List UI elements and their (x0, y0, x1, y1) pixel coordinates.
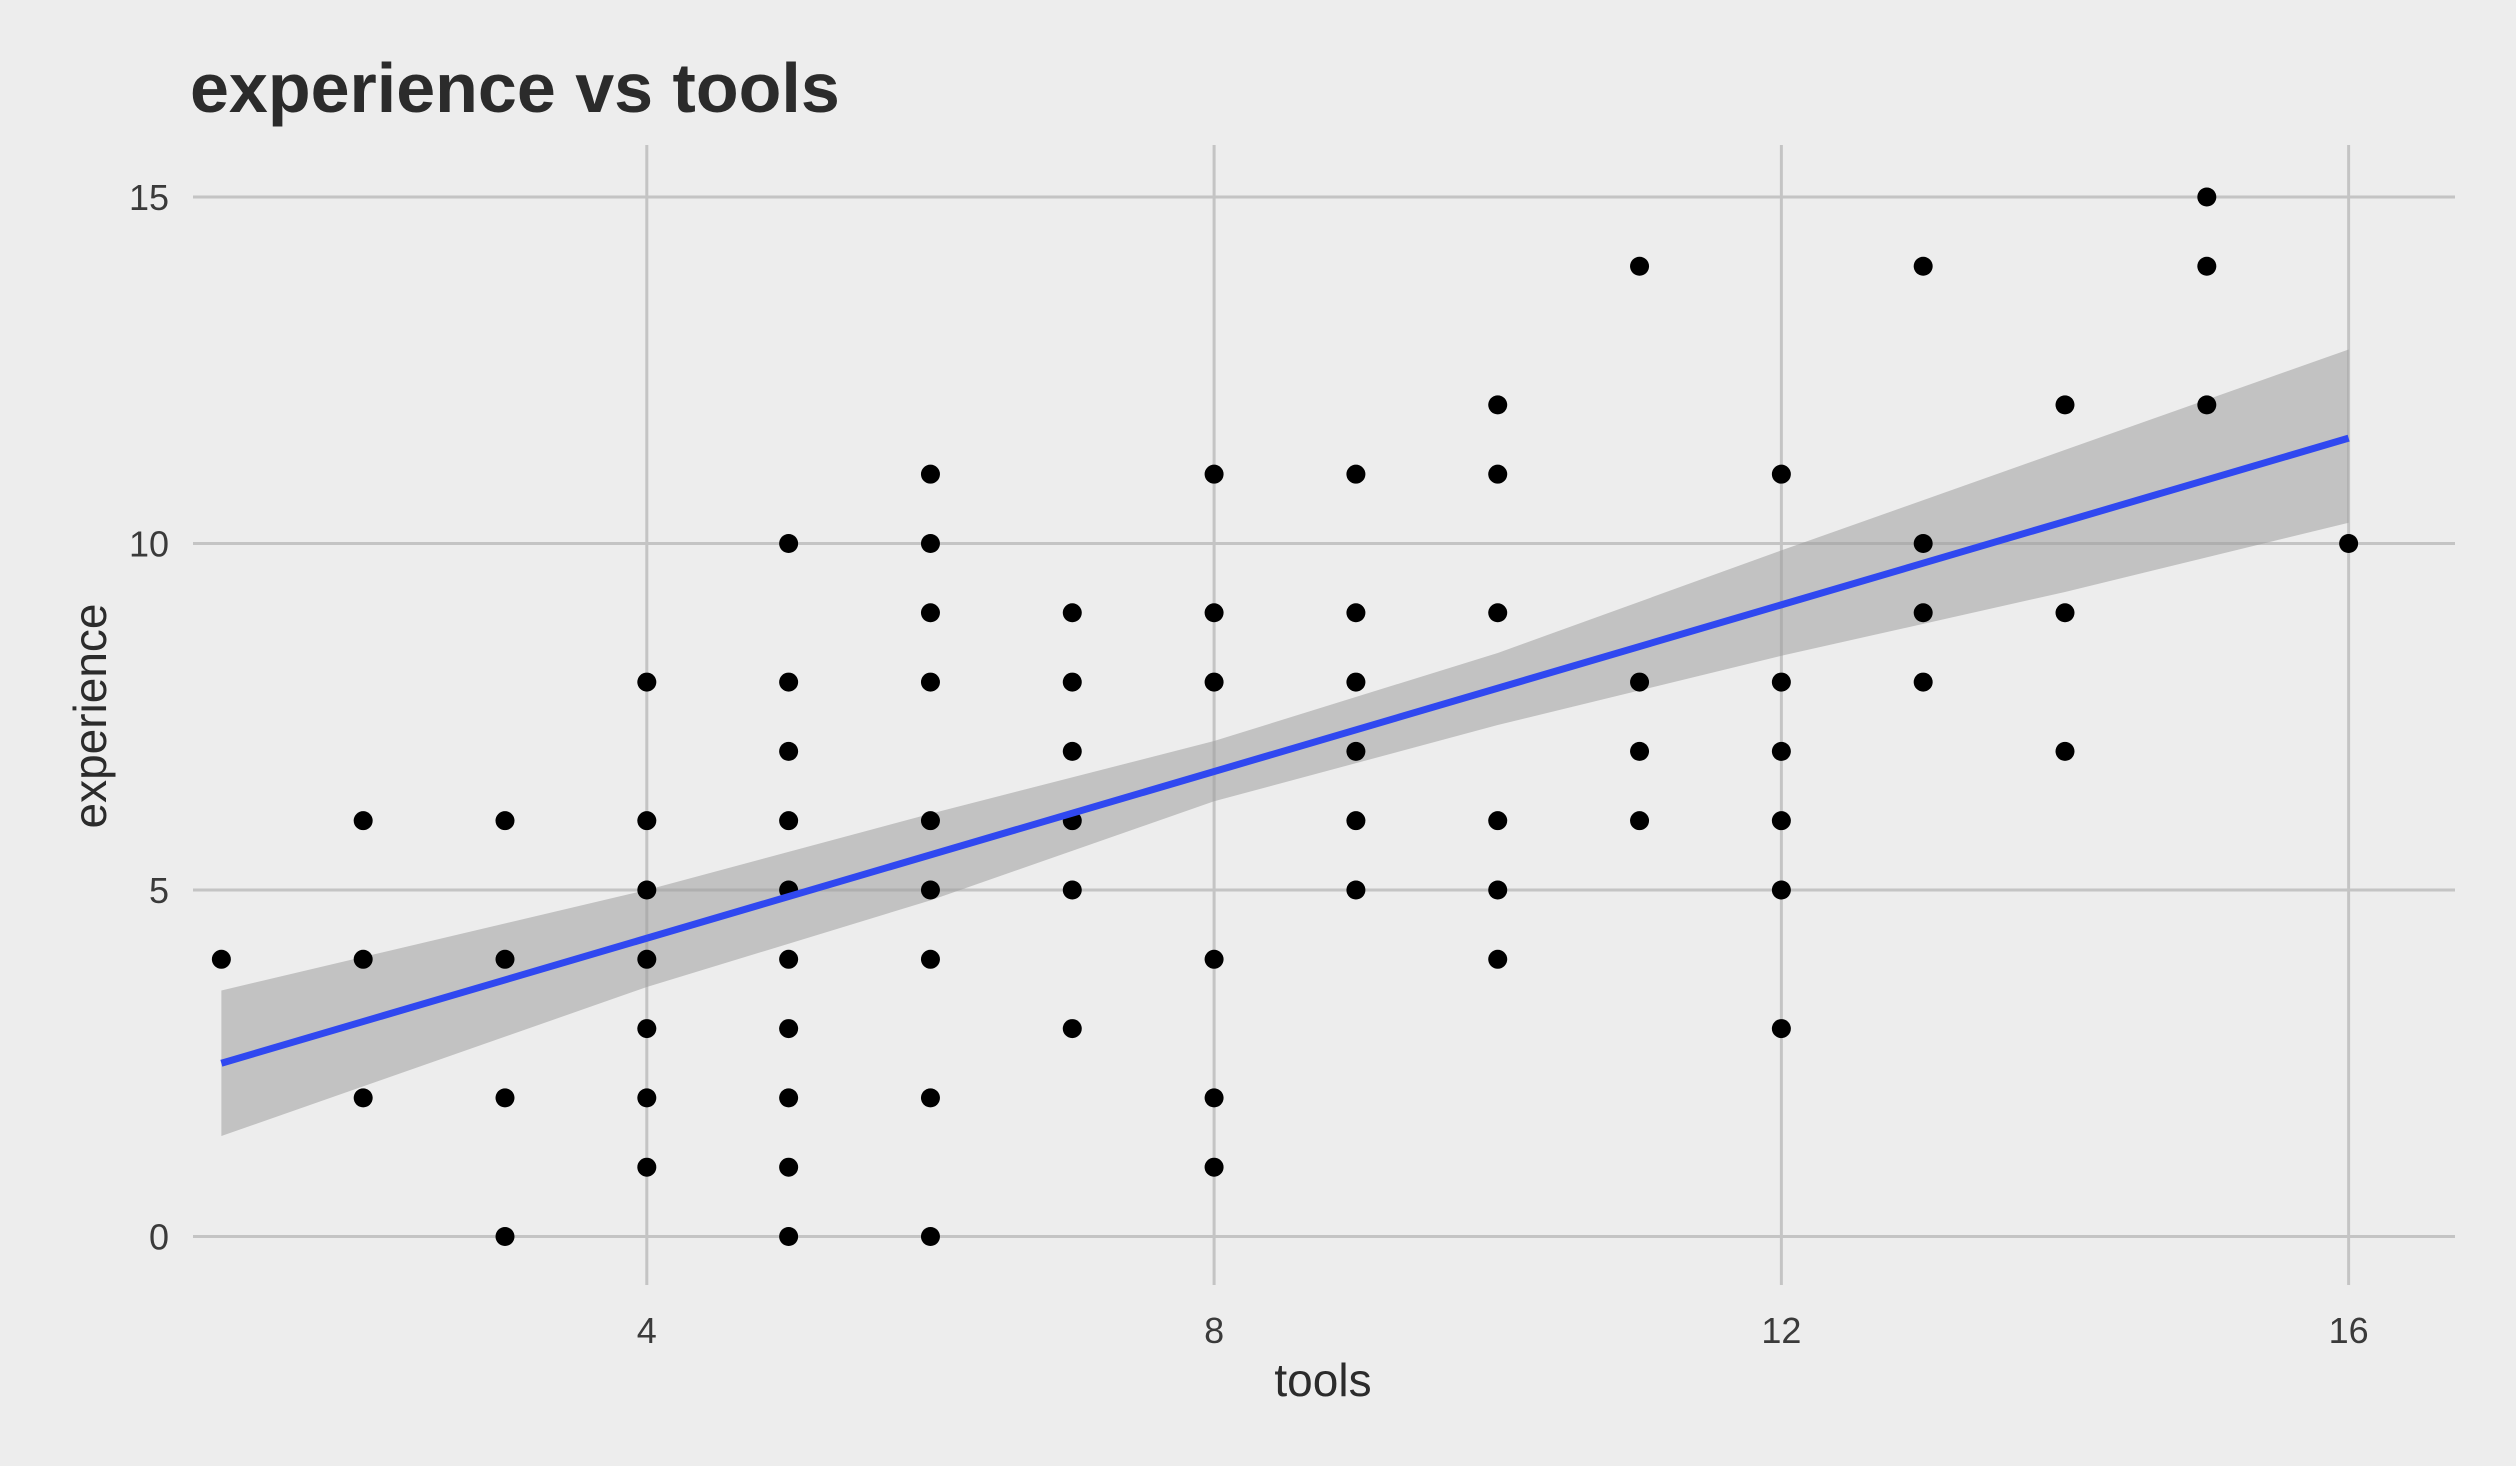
data-point (2055, 603, 2075, 623)
data-point (1771, 464, 1791, 484)
data-point (2055, 395, 2075, 415)
data-point (637, 811, 657, 831)
data-point (1771, 880, 1791, 900)
y-tick-label: 0 (149, 1216, 169, 1257)
data-point (1630, 672, 1650, 692)
data-point (637, 1088, 657, 1108)
x-tick-label: 16 (2329, 1310, 2369, 1351)
confidence-band (221, 349, 2349, 1137)
y-tick-label: 10 (129, 523, 169, 564)
data-point (353, 1088, 373, 1108)
data-point (1204, 949, 1224, 969)
data-point (779, 533, 799, 553)
data-point (211, 949, 231, 969)
x-axis-title: tools (1274, 1354, 1371, 1406)
data-point (353, 949, 373, 969)
data-point (1204, 1088, 1224, 1108)
data-point (637, 880, 657, 900)
data-point (1346, 811, 1366, 831)
data-point (495, 1226, 515, 1246)
data-point (1204, 1157, 1224, 1177)
data-point (1913, 533, 1933, 553)
data-point (920, 811, 940, 831)
regression-line (220, 434, 2350, 1067)
data-point (2055, 741, 2075, 761)
data-point (2197, 256, 2217, 276)
data-point (1062, 603, 1082, 623)
fit-line-layer (220, 434, 2350, 1067)
data-point (920, 464, 940, 484)
gridlines (193, 145, 2455, 1285)
data-point (1204, 672, 1224, 692)
data-point (1346, 880, 1366, 900)
chart-title: experience vs tools (190, 49, 840, 127)
data-point (1488, 880, 1508, 900)
data-point (779, 741, 799, 761)
data-point (1346, 741, 1366, 761)
points-layer (211, 187, 2359, 1246)
data-point (1488, 395, 1508, 415)
data-point (1630, 256, 1650, 276)
data-point (1062, 741, 1082, 761)
data-point (1488, 811, 1508, 831)
data-point (1204, 464, 1224, 484)
data-point (1346, 464, 1366, 484)
data-point (779, 1019, 799, 1039)
data-point (637, 949, 657, 969)
data-point (1630, 811, 1650, 831)
data-point (1771, 672, 1791, 692)
data-point (1771, 811, 1791, 831)
data-point (495, 811, 515, 831)
data-point (1346, 672, 1366, 692)
data-point (2197, 395, 2217, 415)
x-tick-label: 12 (1761, 1310, 1801, 1351)
y-axis-title: experience (64, 603, 116, 828)
data-point (1062, 1019, 1082, 1039)
data-point (920, 672, 940, 692)
data-point (779, 1157, 799, 1177)
data-point (637, 1157, 657, 1177)
data-point (1771, 1019, 1791, 1039)
data-point (1062, 672, 1082, 692)
data-point (920, 603, 940, 623)
data-point (495, 1088, 515, 1108)
data-point (1488, 603, 1508, 623)
data-point (1630, 741, 1650, 761)
data-point (920, 533, 940, 553)
data-point (637, 672, 657, 692)
data-point (1346, 603, 1366, 623)
data-point (920, 1088, 940, 1108)
data-point (1204, 603, 1224, 623)
data-point (1913, 603, 1933, 623)
data-point (779, 811, 799, 831)
data-point (495, 949, 515, 969)
data-point (1062, 880, 1082, 900)
y-tick-label: 5 (149, 870, 169, 911)
data-point (1488, 464, 1508, 484)
data-point (779, 949, 799, 969)
data-point (2339, 533, 2359, 553)
x-tick-label: 4 (637, 1310, 657, 1351)
data-point (1913, 256, 1933, 276)
data-point (920, 949, 940, 969)
x-tick-label: 8 (1204, 1310, 1224, 1351)
data-point (779, 1226, 799, 1246)
data-point (920, 880, 940, 900)
y-tick-label: 15 (129, 177, 169, 218)
data-point (779, 672, 799, 692)
data-point (1771, 741, 1791, 761)
data-point (779, 1088, 799, 1108)
data-point (353, 811, 373, 831)
data-point (920, 1226, 940, 1246)
data-point (637, 1019, 657, 1039)
confidence-band-layer (221, 349, 2349, 1137)
data-point (2197, 187, 2217, 207)
data-point (1488, 949, 1508, 969)
data-point (1913, 672, 1933, 692)
tick-labels: 0 5 10 15 4 8 12 16 (129, 177, 2369, 1351)
